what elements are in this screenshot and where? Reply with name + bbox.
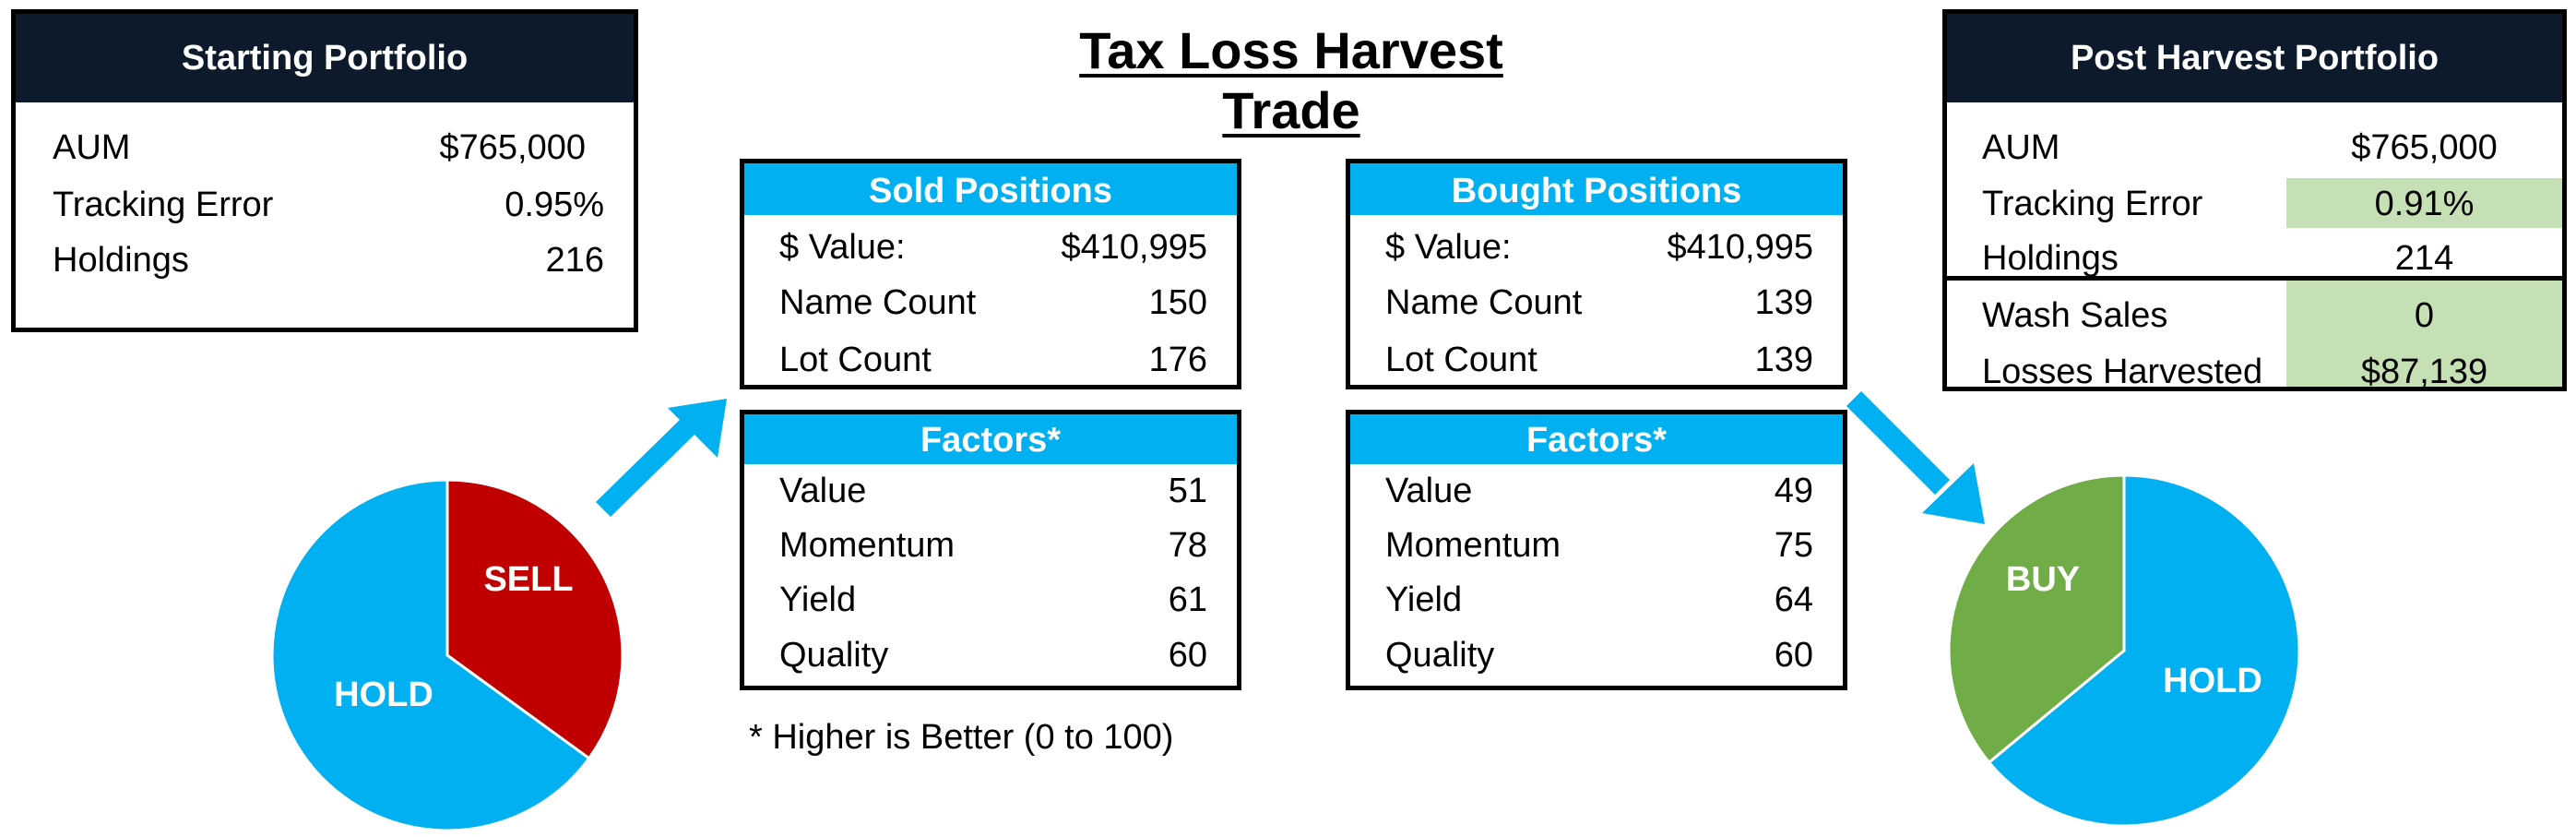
row-label: Value [1385,472,1473,510]
row-value: 60 [1168,636,1207,675]
starting-tracking-error-row: Tracking Error 0.95% [16,177,634,233]
bought-value-row: $ Value: $410,995 [1350,220,1843,275]
row-value: 0.91% [2374,185,2475,223]
row-value: 49 [1774,472,1813,510]
post-aum-row: AUM $765,000 [1947,120,2562,175]
row-label: Wash Sales [1982,296,2168,335]
row-value: 75 [1774,526,1813,565]
row-value: $410,995 [1667,228,1814,267]
post-wash-sales-row: Wash Sales 0 [1947,288,2562,343]
row-value: $765,000 [439,128,587,167]
post-tracking-error-row: Tracking Error 0.91% [1947,176,2562,232]
sold-factor-quality-row: Quality 60 [744,628,1237,683]
arrow-head [668,399,727,458]
row-label: Losses Harvested [1982,353,2263,391]
row-value: 64 [1774,580,1813,619]
row-label: Quality [1385,636,1495,675]
bought-name-count-row: Name Count 139 [1350,275,1843,330]
pie-label-sell: SELL [483,560,573,599]
row-value: 139 [1754,341,1813,379]
bought-factor-yield-row: Yield 64 [1350,572,1843,628]
pie-label-hold: HOLD [2163,662,2262,700]
wash-sales-highlight [2286,281,2562,387]
row-value: 216 [545,241,604,280]
arrow-shaft [596,415,699,517]
post-harvest-panel: Post Harvest Portfolio AUM $765,000 Trac… [1942,9,2567,391]
right-pie-chart: BUY HOLD [1947,473,2301,828]
post-harvest-title: Post Harvest Portfolio [1947,14,2562,102]
row-value: 78 [1168,526,1207,565]
sold-factor-momentum-row: Momentum 78 [744,518,1237,573]
row-value: $87,139 [2360,353,2488,391]
row-value: 139 [1754,283,1813,322]
starting-holdings-row: Holdings 216 [16,233,634,288]
bought-factor-quality-row: Quality 60 [1350,628,1843,683]
row-label: Holdings [1982,239,2119,278]
row-value: 150 [1148,283,1207,322]
sold-name-count-row: Name Count 150 [744,275,1237,330]
row-value: $765,000 [2351,128,2498,167]
row-label: Momentum [1385,526,1561,565]
sold-factor-yield-row: Yield 61 [744,572,1237,628]
bought-positions-panel: Bought Positions $ Value: $410,995 Name … [1346,159,1847,389]
starting-aum-row: AUM $765,000 [16,120,634,175]
pie-slice-hold [1987,473,2301,828]
sold-value-row: $ Value: $410,995 [744,220,1237,275]
row-value: $410,995 [1061,228,1208,267]
row-value: 61 [1168,580,1207,619]
arrow-head [1922,463,1985,524]
row-label: $ Value: [779,228,906,267]
row-label: Name Count [779,283,977,322]
sold-factors-title: Factors* [744,414,1237,464]
row-label: Yield [779,580,857,619]
arrow-to-buy-icon [1846,391,1985,524]
sold-factor-value-row: Value 51 [744,463,1237,519]
sold-positions-title: Sold Positions [744,163,1237,215]
bought-lot-count-row: Lot Count 139 [1350,332,1843,388]
row-label: Value [779,472,867,510]
row-value: 51 [1168,472,1207,510]
tracking-error-highlight [2286,178,2562,228]
bought-positions-title: Bought Positions [1350,163,1843,215]
row-value: 0 [2414,296,2435,335]
row-label: Lot Count [1385,341,1537,379]
page-title: Tax Loss Harvest Trade [1079,21,1503,139]
footnote: * Higher is Better (0 to 100) [749,718,1174,757]
row-value: 0.95% [505,185,604,224]
row-value: 176 [1148,341,1207,379]
pie-slice-buy [1947,473,2126,765]
row-label: Yield [1385,580,1463,619]
pie-slice-sell [445,478,624,760]
row-label: Name Count [1385,283,1583,322]
post-harvest-divider [1947,276,2562,281]
row-label: AUM [53,128,131,167]
row-label: Tracking Error [53,185,274,224]
sold-lot-count-row: Lot Count 176 [744,332,1237,388]
row-label: $ Value: [1385,228,1512,267]
bought-factor-value-row: Value 49 [1350,463,1843,519]
starting-portfolio-panel: Starting Portfolio AUM $765,000 Tracking… [11,9,638,332]
sold-factors-panel: Factors* Value 51 Momentum 78 Yield 61 Q… [740,410,1241,690]
row-label: Quality [779,636,889,675]
pie-label-hold: HOLD [334,676,433,714]
row-label: Lot Count [779,341,932,379]
pie-slice-hold [270,478,591,832]
row-value: 214 [2394,239,2454,278]
pie-label-buy: BUY [2006,560,2080,599]
row-value: 60 [1774,636,1813,675]
arrow-shaft [1846,391,1950,495]
starting-portfolio-title: Starting Portfolio [16,14,634,102]
post-losses-harvested-row: Losses Harvested $87,139 [1947,344,2562,400]
row-label: Momentum [779,526,956,565]
row-label: AUM [1982,128,2060,167]
bought-factors-title: Factors* [1350,414,1843,464]
bought-factor-momentum-row: Momentum 75 [1350,518,1843,573]
row-label: Tracking Error [1982,185,2203,223]
post-holdings-row: Holdings 214 [1947,231,2562,286]
left-pie-chart: SELL HOLD [270,478,624,832]
sold-positions-panel: Sold Positions $ Value: $410,995 Name Co… [740,159,1241,389]
row-label: Holdings [53,241,189,280]
arrow-to-sold-icon [596,399,727,517]
bought-factors-panel: Factors* Value 49 Momentum 75 Yield 64 Q… [1346,410,1847,690]
